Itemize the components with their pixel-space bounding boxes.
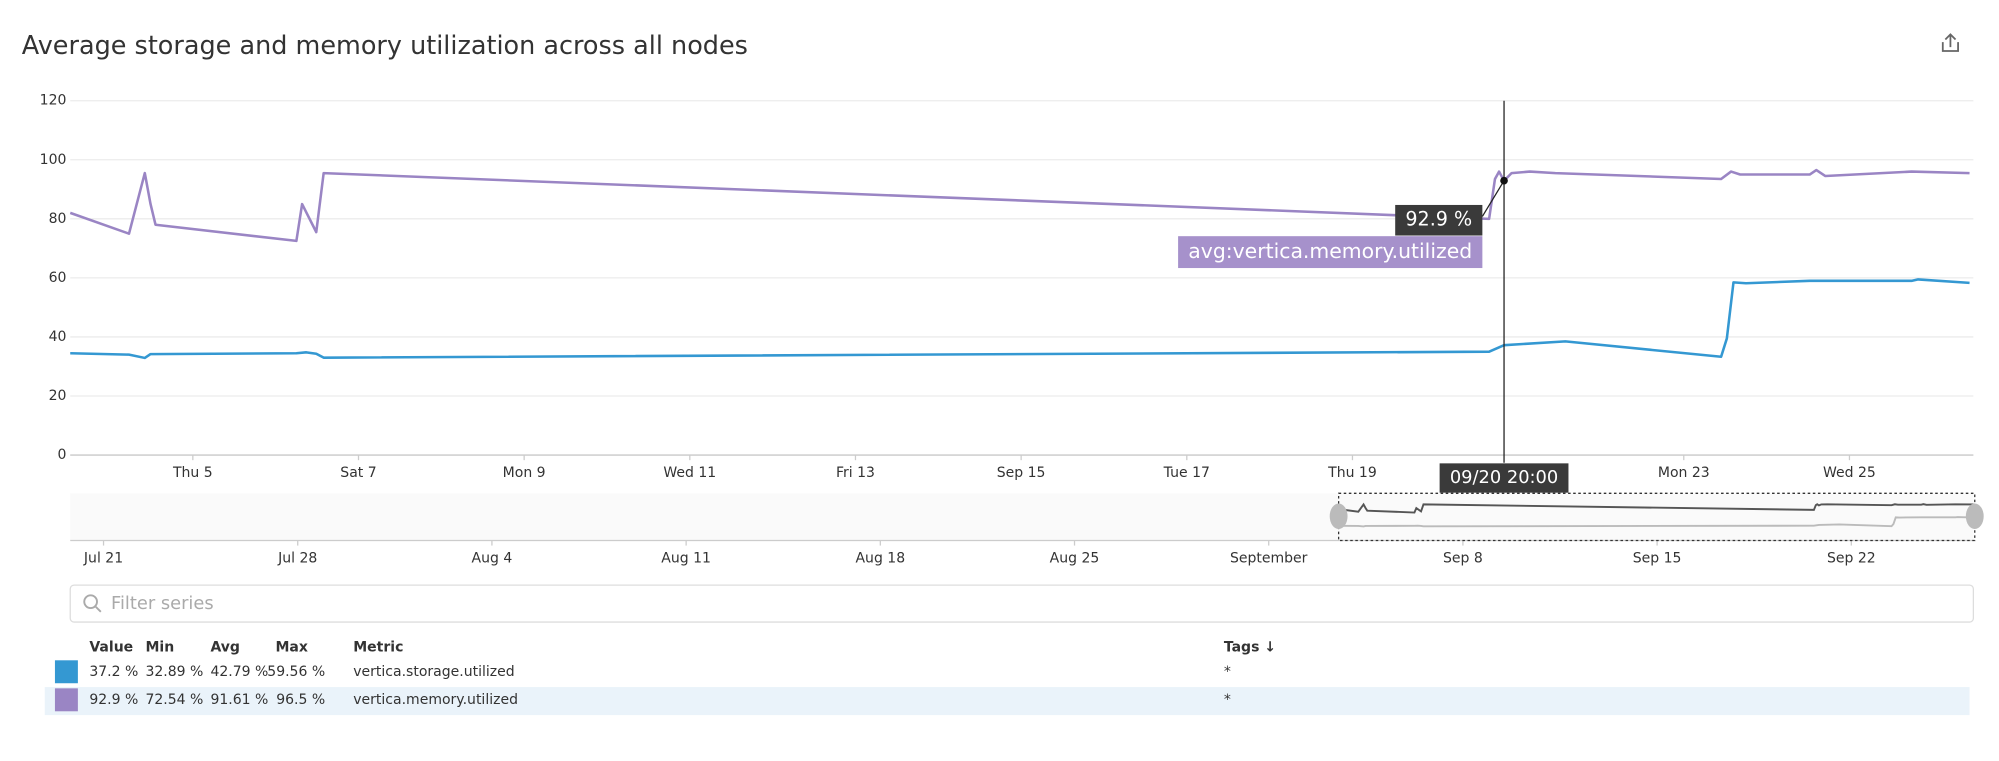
value-label: 92.9 % <box>1395 204 1483 236</box>
navigator-tick-label: September <box>1230 550 1308 566</box>
navigator-line <box>1338 516 1975 528</box>
navigator-handle[interactable] <box>1965 503 1984 530</box>
share-icon[interactable] <box>1941 33 1959 52</box>
navigator-tick-label: Aug 18 <box>855 550 905 566</box>
navigator-tick-label: Aug 4 <box>472 550 513 566</box>
x-tick-label: Mon 9 <box>503 465 546 481</box>
series-label-bg <box>1178 236 1483 269</box>
x-tick-label: Mon 23 <box>1658 465 1710 481</box>
series-line <box>69 168 1970 243</box>
x-tick-label: Thu 5 <box>172 465 213 481</box>
series-line <box>70 278 1970 360</box>
navigator-handle[interactable] <box>1329 503 1348 530</box>
cell-metric: vertica.memory.utilized <box>353 692 518 708</box>
filter-input[interactable] <box>69 584 1975 623</box>
x-tick-label: Wed 25 <box>1823 465 1876 481</box>
row-highlight <box>44 687 1970 716</box>
series-label-text: avg:vertica.memory.utilized <box>1188 239 1472 263</box>
time-label-text: 09/20 20:00 <box>1450 467 1558 488</box>
x-tick-label: Sat 7 <box>340 465 376 481</box>
x-tick-label: Wed 11 <box>663 465 716 481</box>
navigator-tick-label: Jul 28 <box>277 550 317 566</box>
cell-avg: 91.61 % <box>210 692 268 708</box>
x-tick-label: Sep 15 <box>997 465 1046 481</box>
y-tick-label: 100 <box>40 152 67 168</box>
y-tick-label: 80 <box>49 211 67 227</box>
cell-min: 32.89 % <box>145 664 203 680</box>
search-icon-handle <box>95 606 102 613</box>
time-label-bg <box>1439 463 1569 493</box>
cell-min: 72.54 % <box>145 692 203 708</box>
widget-title: Average storage and memory utilization a… <box>22 31 748 61</box>
cell-max: 59.56 % <box>267 664 325 680</box>
navigator-tick-label: Sep 8 <box>1443 550 1483 566</box>
cell-metric: vertica.storage.utilized <box>353 664 514 680</box>
cell-value: 37.2 % <box>89 664 138 680</box>
col-header[interactable]: Max <box>275 640 307 656</box>
y-tick-label: 60 <box>49 270 67 286</box>
share-tray <box>1941 42 1959 52</box>
y-tick-label: 0 <box>57 447 66 463</box>
x-tick-label: Thu 19 <box>1327 465 1377 481</box>
navigator-tick-label: Aug 11 <box>661 550 711 566</box>
navigator-tick-label: Sep 22 <box>1827 550 1876 566</box>
y-tick-label: 120 <box>40 93 67 109</box>
hover-point <box>1500 176 1508 185</box>
col-header[interactable]: Avg <box>210 640 240 656</box>
filter-placeholder: Filter series <box>111 593 214 614</box>
navigator-tick-label: Jul 21 <box>83 550 123 566</box>
col-header[interactable]: Tags ↓ <box>1224 640 1276 656</box>
cell-tags: * <box>1224 664 1231 680</box>
cell-tags: * <box>1224 692 1231 708</box>
navigator-bg <box>70 493 1974 541</box>
navigator-tick-label: Sep 15 <box>1633 550 1682 566</box>
cell-max: 96.5 % <box>276 692 325 708</box>
col-header[interactable]: Min <box>145 640 174 656</box>
tooltip-connector <box>1481 180 1505 217</box>
series-label: avg:vertica.memory.utilized <box>1178 236 1483 269</box>
navigator-line <box>1338 502 1975 514</box>
series-swatch[interactable] <box>54 688 78 712</box>
y-tick-label: 20 <box>49 388 67 404</box>
navigator-tick-label: Aug 25 <box>1050 550 1100 566</box>
x-tick-label: Fri 13 <box>836 465 875 481</box>
cell-value: 92.9 % <box>89 692 138 708</box>
time-label: 09/20 20:00 <box>1439 463 1569 493</box>
col-header[interactable]: Value <box>89 640 133 656</box>
search-icon <box>83 594 98 609</box>
series-swatch[interactable] <box>54 660 78 684</box>
y-tick-label: 40 <box>49 329 67 345</box>
value-label-bg <box>1395 204 1483 236</box>
value-label-text: 92.9 % <box>1405 208 1472 231</box>
share-arrow <box>1944 33 1957 48</box>
x-tick-label: Tue 17 <box>1163 465 1210 481</box>
cell-avg: 42.79 % <box>210 664 268 680</box>
col-header[interactable]: Metric <box>353 640 403 656</box>
